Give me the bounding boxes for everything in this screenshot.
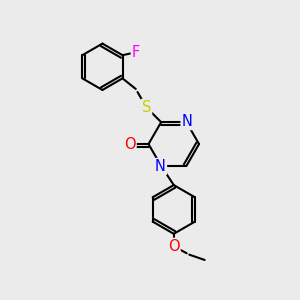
Text: N: N	[182, 114, 192, 129]
Text: F: F	[132, 45, 140, 60]
Text: O: O	[168, 239, 180, 254]
Text: S: S	[142, 100, 151, 115]
Text: N: N	[155, 159, 166, 174]
Text: O: O	[124, 136, 136, 152]
